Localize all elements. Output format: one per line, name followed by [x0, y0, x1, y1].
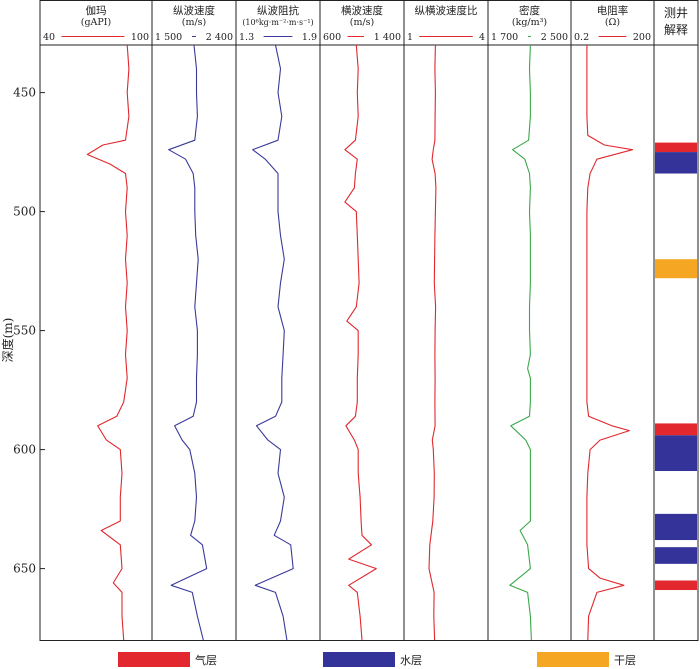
scale-max-label: 100: [131, 32, 149, 43]
track-title: 电阻率: [597, 4, 629, 17]
interval-water: [655, 513, 697, 541]
scale-min-label: 0.2: [574, 32, 589, 43]
legend-swatch-gas: [118, 652, 190, 667]
depth-tick-label: 450: [13, 86, 36, 100]
track-unit: (gAPI): [81, 17, 112, 28]
vp-curve: [168, 44, 208, 641]
track-unit: (kg/m³): [512, 17, 547, 28]
scale-min-label: 40: [43, 32, 55, 43]
depth-tick-label: 500: [13, 205, 36, 219]
track-frames: [39, 0, 699, 641]
depth-axis-label: 深度(m): [0, 318, 15, 363]
interval-dry: [655, 259, 697, 279]
interval-water: [655, 435, 697, 472]
scale-max-label: 1.9: [302, 32, 317, 43]
interpretation-track: 测井 解释: [655, 6, 697, 591]
outer-frame: [39, 0, 699, 641]
scale-min-label: 1: [407, 32, 413, 43]
interpretation-title-line1: 测井: [664, 6, 688, 20]
legend-label-gas: 气层: [195, 653, 217, 667]
scale-max-label: 4: [479, 32, 485, 43]
legend-label-dry: 干层: [614, 654, 636, 667]
density-curve: [509, 44, 532, 641]
gamma-curve: [86, 44, 130, 641]
legend: 气层 水层 干层: [118, 652, 636, 667]
interpretation-title-line2: 解释: [664, 23, 688, 37]
interval-gas: [655, 423, 697, 436]
track-title: 横波速度: [341, 4, 383, 17]
depth-tick-label: 650: [13, 562, 36, 576]
impedance-curve: [252, 44, 294, 641]
vp_vs-curve: [428, 44, 437, 641]
legend-label-water: 水层: [400, 654, 422, 667]
track-unit: (10⁶kg·m⁻²·m·s⁻¹): [242, 18, 313, 27]
legend-swatch-water: [323, 652, 395, 667]
scale-min-label: 1.3: [239, 32, 254, 43]
track-title: 纵波速度: [173, 4, 215, 17]
log-curves: [86, 44, 634, 641]
track-title: 伽玛: [86, 4, 107, 17]
interval-water: [655, 547, 697, 564]
track-title: 纵波阻抗: [257, 4, 299, 17]
track-unit: (m/s): [182, 17, 207, 28]
scale-max-label: 1 400: [374, 32, 401, 43]
scale-max-label: 200: [633, 32, 651, 43]
scale-min-label: 1 500: [155, 32, 182, 43]
interval-gas: [655, 142, 697, 153]
scale-max-label: 2 500: [541, 32, 568, 43]
depth-tick-label: 600: [13, 443, 36, 457]
depth-tick-label: 550: [13, 324, 36, 338]
vs-curve: [344, 44, 377, 641]
legend-swatch-dry: [537, 652, 609, 667]
interval-water: [655, 152, 697, 174]
scale-max-label: 2 400: [206, 32, 233, 43]
track-title: 纵横波速度比: [415, 4, 478, 17]
interval-gas: [655, 580, 697, 591]
depth-axis: 深度(m) 450 500 550 600 650: [0, 86, 45, 576]
track-title: 密度: [519, 4, 540, 17]
scale-min-label: 1 700: [491, 32, 518, 43]
track-unit: (m/s): [350, 17, 375, 28]
scale-min-label: 600: [323, 32, 341, 43]
resistivity-curve: [586, 45, 634, 641]
track-unit: (Ω): [605, 17, 620, 28]
